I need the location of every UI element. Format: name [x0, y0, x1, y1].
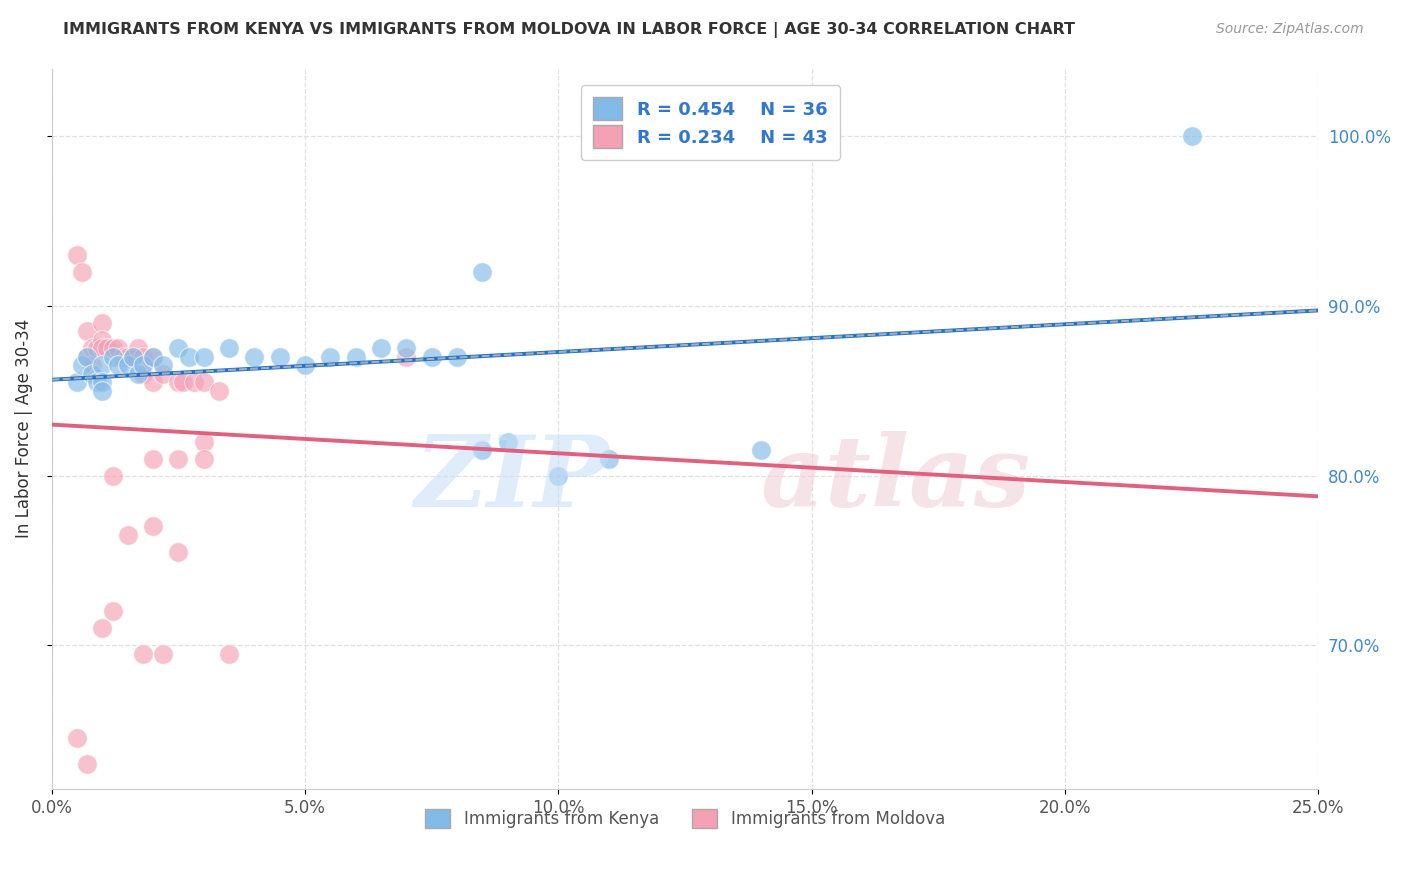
Point	[471, 443, 494, 458]
Point	[167, 376, 190, 390]
Point	[76, 350, 98, 364]
Point	[91, 316, 114, 330]
Text: ZIP: ZIP	[413, 431, 609, 527]
Point	[101, 341, 124, 355]
Point	[172, 376, 194, 390]
Point	[420, 350, 443, 364]
Point	[167, 545, 190, 559]
Point	[66, 731, 89, 746]
Point	[66, 248, 89, 262]
Point	[183, 376, 205, 390]
Point	[107, 359, 129, 373]
Point	[208, 384, 231, 398]
Point	[86, 376, 108, 390]
Point	[218, 341, 240, 355]
Point	[218, 647, 240, 661]
Point	[117, 359, 139, 373]
Point	[142, 350, 165, 364]
Point	[101, 350, 124, 364]
Point	[101, 468, 124, 483]
Legend: Immigrants from Kenya, Immigrants from Moldova: Immigrants from Kenya, Immigrants from M…	[419, 803, 952, 835]
Point	[193, 451, 215, 466]
Point	[91, 621, 114, 635]
Point	[82, 359, 104, 373]
Point	[70, 359, 93, 373]
Point	[193, 434, 215, 449]
Point	[370, 341, 392, 355]
Point	[117, 350, 139, 364]
Point	[127, 367, 149, 381]
Point	[177, 350, 200, 364]
Point	[91, 376, 114, 390]
Point	[193, 376, 215, 390]
Point	[91, 384, 114, 398]
Point	[142, 376, 165, 390]
Point	[547, 468, 569, 483]
Point	[193, 350, 215, 364]
Point	[167, 341, 190, 355]
Point	[127, 341, 149, 355]
Point	[167, 451, 190, 466]
Point	[749, 443, 772, 458]
Point	[142, 350, 165, 364]
Point	[91, 341, 114, 355]
Point	[496, 434, 519, 449]
Y-axis label: In Labor Force | Age 30-34: In Labor Force | Age 30-34	[15, 319, 32, 539]
Point	[66, 376, 89, 390]
Point	[121, 350, 143, 364]
Point	[96, 341, 118, 355]
Point	[395, 350, 418, 364]
Point	[101, 604, 124, 618]
Point	[132, 367, 155, 381]
Point	[76, 756, 98, 771]
Point	[132, 350, 155, 364]
Point	[76, 324, 98, 338]
Point	[70, 265, 93, 279]
Point	[111, 350, 134, 364]
Text: IMMIGRANTS FROM KENYA VS IMMIGRANTS FROM MOLDOVA IN LABOR FORCE | AGE 30-34 CORR: IMMIGRANTS FROM KENYA VS IMMIGRANTS FROM…	[63, 22, 1076, 38]
Point	[471, 265, 494, 279]
Point	[86, 341, 108, 355]
Point	[243, 350, 266, 364]
Point	[152, 359, 174, 373]
Point	[319, 350, 342, 364]
Point	[91, 333, 114, 347]
Point	[82, 341, 104, 355]
Point	[294, 359, 316, 373]
Text: Source: ZipAtlas.com: Source: ZipAtlas.com	[1216, 22, 1364, 37]
Point	[152, 647, 174, 661]
Point	[395, 341, 418, 355]
Point	[142, 451, 165, 466]
Point	[344, 350, 367, 364]
Point	[132, 647, 155, 661]
Point	[82, 367, 104, 381]
Point	[598, 451, 620, 466]
Point	[117, 528, 139, 542]
Point	[132, 359, 155, 373]
Point	[107, 341, 129, 355]
Point	[76, 350, 98, 364]
Point	[91, 359, 114, 373]
Point	[1181, 129, 1204, 144]
Point	[152, 367, 174, 381]
Text: atlas: atlas	[761, 431, 1031, 527]
Point	[269, 350, 291, 364]
Point	[121, 350, 143, 364]
Point	[446, 350, 468, 364]
Point	[142, 519, 165, 533]
